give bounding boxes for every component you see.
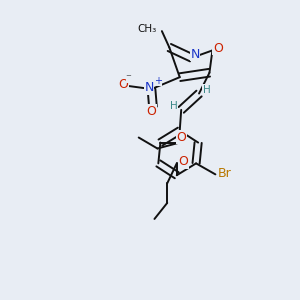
Text: O: O [178,155,188,168]
Text: Br: Br [218,167,231,180]
Text: N: N [190,48,200,61]
Text: O: O [146,105,156,118]
Text: CH₃: CH₃ [137,24,157,34]
Text: O: O [176,131,186,144]
Text: O: O [118,78,128,91]
Text: ⁻: ⁻ [126,73,131,83]
Text: H: H [170,101,178,111]
Text: O: O [213,42,223,55]
Text: N: N [144,81,154,94]
Text: +: + [154,76,162,86]
Text: H: H [202,85,210,95]
